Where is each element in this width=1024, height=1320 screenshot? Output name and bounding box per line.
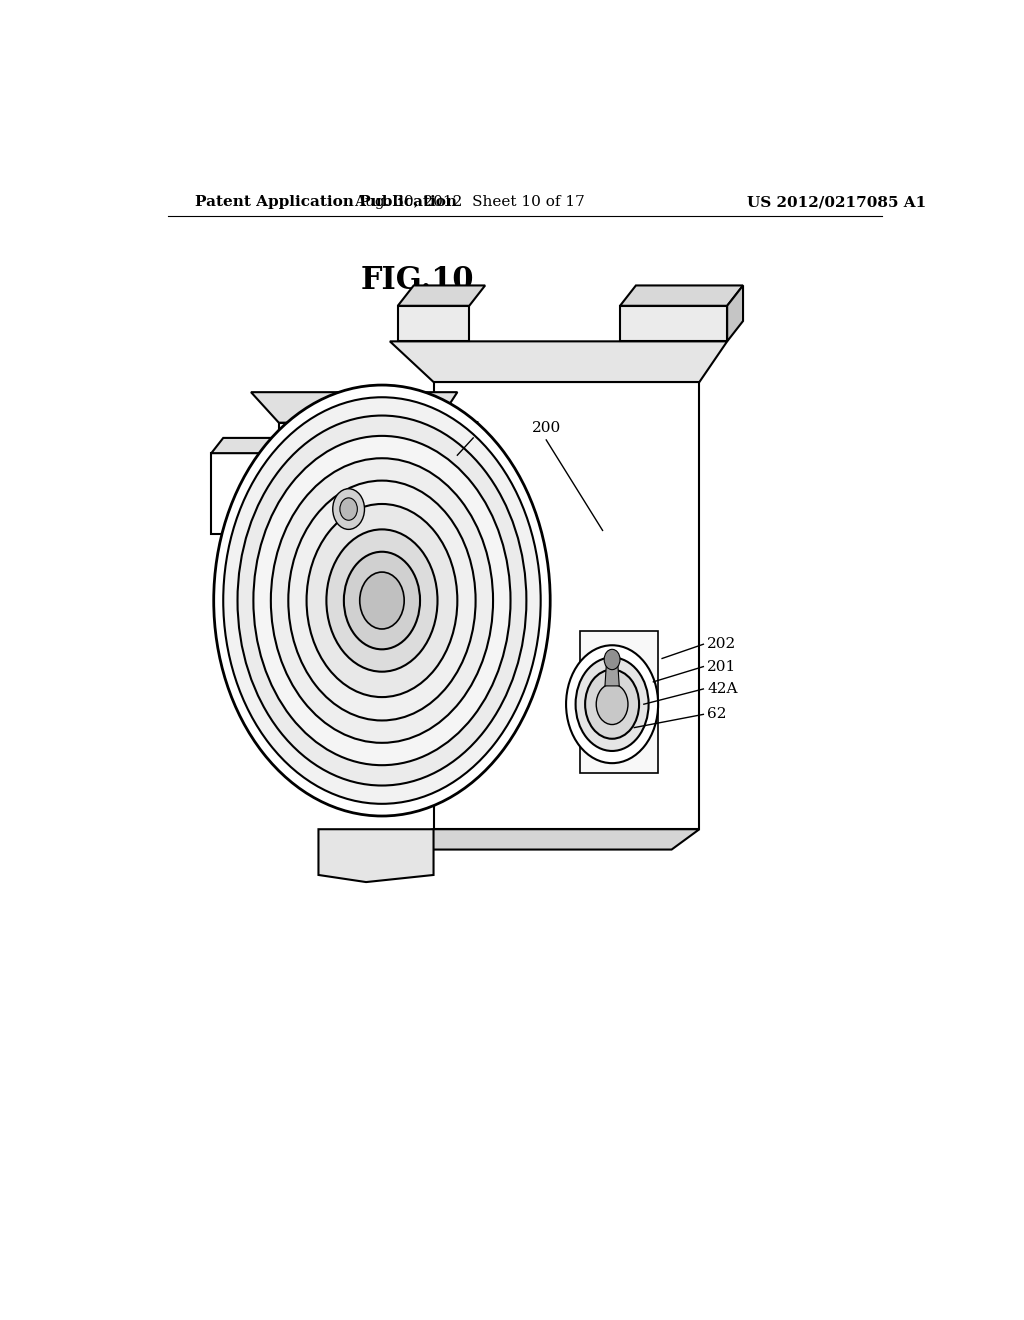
Polygon shape bbox=[318, 829, 433, 882]
Circle shape bbox=[223, 397, 541, 804]
Text: Patent Application Publication: Patent Application Publication bbox=[196, 195, 458, 209]
Polygon shape bbox=[279, 422, 437, 570]
Polygon shape bbox=[397, 306, 469, 342]
Text: 202: 202 bbox=[708, 638, 736, 651]
Polygon shape bbox=[727, 285, 743, 342]
Circle shape bbox=[306, 504, 458, 697]
Circle shape bbox=[596, 684, 628, 725]
Text: 200: 200 bbox=[531, 421, 561, 434]
Text: US 2012/0217085 A1: US 2012/0217085 A1 bbox=[748, 195, 927, 209]
Circle shape bbox=[344, 552, 420, 649]
Circle shape bbox=[289, 480, 475, 721]
Circle shape bbox=[359, 572, 404, 630]
Circle shape bbox=[327, 529, 437, 672]
Text: FIG.10: FIG.10 bbox=[360, 265, 474, 296]
Polygon shape bbox=[211, 453, 283, 535]
Text: Aug. 30, 2012  Sheet 10 of 17: Aug. 30, 2012 Sheet 10 of 17 bbox=[354, 195, 585, 209]
Text: 42A: 42A bbox=[708, 682, 738, 696]
Text: 11: 11 bbox=[464, 421, 483, 434]
Polygon shape bbox=[338, 829, 699, 850]
Circle shape bbox=[333, 488, 365, 529]
Polygon shape bbox=[620, 306, 727, 342]
Polygon shape bbox=[251, 392, 458, 422]
Circle shape bbox=[575, 657, 648, 751]
Polygon shape bbox=[581, 631, 658, 774]
Polygon shape bbox=[605, 661, 620, 686]
Circle shape bbox=[604, 649, 621, 669]
Text: 201: 201 bbox=[708, 660, 736, 673]
Circle shape bbox=[340, 498, 357, 520]
Polygon shape bbox=[390, 342, 727, 381]
Circle shape bbox=[566, 645, 658, 763]
Circle shape bbox=[238, 416, 526, 785]
Circle shape bbox=[214, 385, 550, 816]
Polygon shape bbox=[433, 381, 699, 829]
Polygon shape bbox=[620, 285, 743, 306]
Circle shape bbox=[270, 458, 494, 743]
Circle shape bbox=[253, 436, 511, 766]
Polygon shape bbox=[211, 438, 295, 453]
Circle shape bbox=[585, 669, 639, 739]
Polygon shape bbox=[397, 285, 485, 306]
Text: 62: 62 bbox=[708, 708, 727, 721]
